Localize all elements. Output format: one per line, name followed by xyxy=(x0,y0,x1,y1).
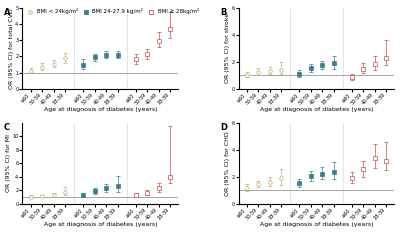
Y-axis label: OR (95% CI) for stroke: OR (95% CI) for stroke xyxy=(225,13,230,83)
Text: B: B xyxy=(220,7,226,17)
Y-axis label: OR (95% CI) for total CVD: OR (95% CI) for total CVD xyxy=(9,8,14,89)
Y-axis label: OR (95% CI) for MI: OR (95% CI) for MI xyxy=(6,134,11,192)
Text: C: C xyxy=(4,123,10,132)
Text: D: D xyxy=(220,123,227,132)
X-axis label: Age at diagnosis of diabetes (years): Age at diagnosis of diabetes (years) xyxy=(260,223,373,227)
X-axis label: Age at diagnosis of diabetes (years): Age at diagnosis of diabetes (years) xyxy=(44,107,157,112)
X-axis label: Age at diagnosis of diabetes (years): Age at diagnosis of diabetes (years) xyxy=(260,107,373,112)
X-axis label: Age at diagnosis of diabetes (years): Age at diagnosis of diabetes (years) xyxy=(44,223,157,227)
Legend: BMI < 24kg/m², BMI 24-27.9 kg/m², BMI ≥ 28kg/m²: BMI < 24kg/m², BMI 24-27.9 kg/m², BMI ≥ … xyxy=(22,6,201,17)
Y-axis label: OR (95% CI) for CHD: OR (95% CI) for CHD xyxy=(225,131,230,196)
Text: A: A xyxy=(4,7,10,17)
